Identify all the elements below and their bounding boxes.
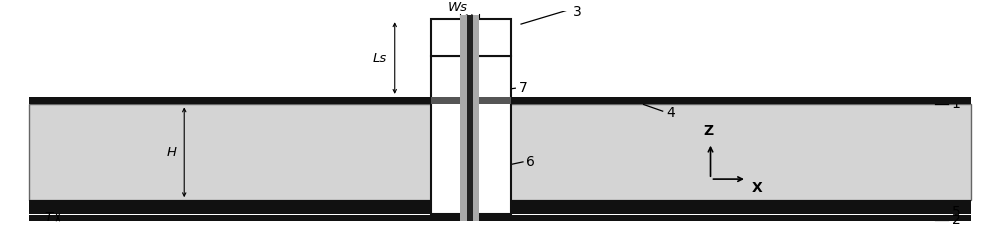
Bar [431,56,511,214]
Text: T: T [44,211,52,224]
Text: Z: Z [704,124,714,138]
Text: 2: 2 [952,213,960,227]
Bar [431,19,511,56]
Text: X: X [752,181,762,195]
Bar [29,104,971,200]
Bar [467,15,473,221]
Text: 6: 6 [526,155,535,169]
Text: 3: 3 [573,5,581,19]
Bar [460,15,479,221]
Text: H: H [167,146,177,159]
Text: 4: 4 [666,106,675,120]
Text: 7: 7 [519,81,528,95]
Bar [431,97,511,104]
Bar [29,216,971,221]
Text: 5: 5 [952,205,960,219]
Bar [29,97,431,104]
Bar [29,200,971,214]
Text: Ls: Ls [373,52,387,64]
Text: Ws: Ws [448,0,468,14]
Text: 1: 1 [952,97,961,111]
Bar [511,97,971,104]
